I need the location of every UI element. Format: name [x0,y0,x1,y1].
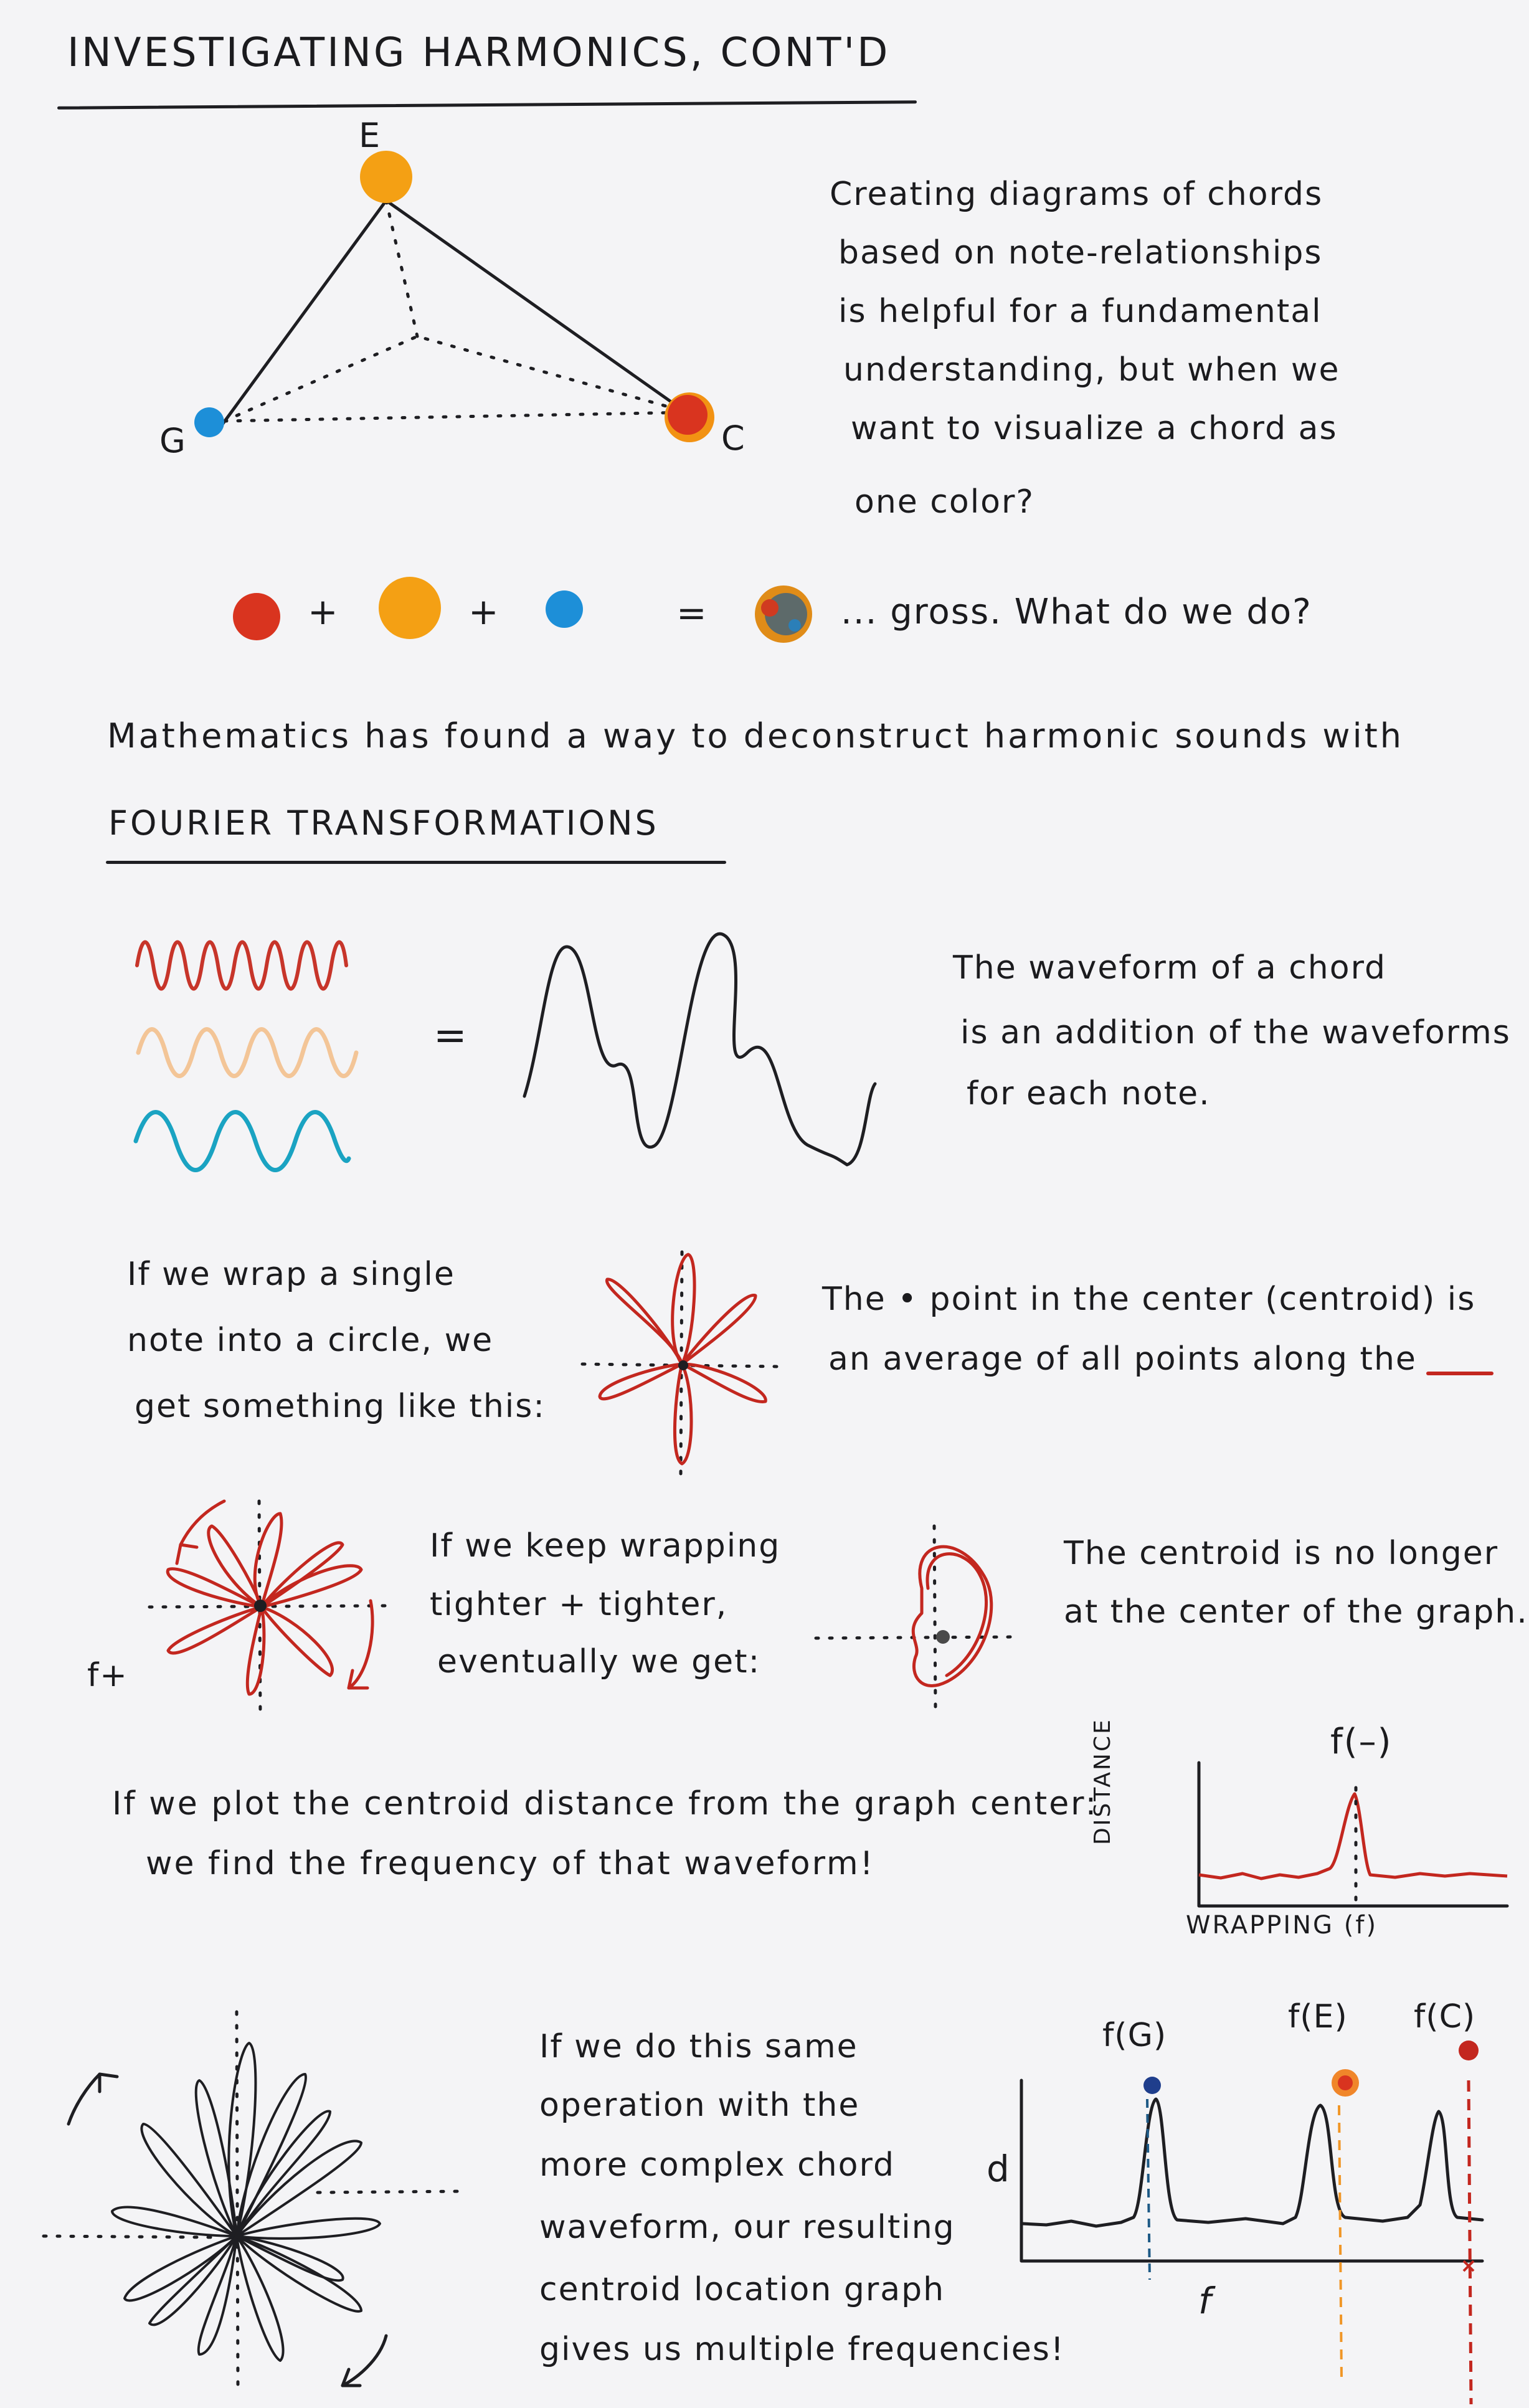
note-g-dot [194,407,224,437]
peak-label-c: f(C) [1414,1998,1476,2036]
note-g-label: G [159,421,187,460]
color-mixing-row [233,577,812,643]
page-title: INVESTIGATING HARMONICS, CONT'D [67,30,891,76]
fourier-heading: FOURIER TRANSFORMATIONS [108,803,659,843]
multi-distance-curve [1021,2097,1484,2228]
waveform-line: for each note. [967,1075,1211,1112]
complex-chord-flower [42,2010,469,2387]
intro-line: one color? [854,483,1034,521]
pale-wave [136,1027,359,1078]
single-note-flower [580,1250,780,1479]
cardioid-shape [814,1524,1017,1709]
plus-sign: + [308,590,339,633]
peak-label-g: f(G) [1102,2017,1167,2054]
waveforms-figure [133,932,877,1172]
math-intro-line: Mathematics has found a way to deconstru… [107,716,1404,756]
waveform-line: is an addition of the waveforms [960,1014,1511,1051]
chord-wave [523,932,877,1167]
note-e-label: E [359,116,382,155]
note-e-dot [360,151,412,203]
plot-line: If we plot the centroid distance from th… [112,1785,1099,1823]
gross-caption: ... gross. What do we do? [841,592,1312,632]
peak-label: f(–) [1330,1722,1393,1762]
centroid-line: The • point in the center (centroid) is [822,1281,1476,1318]
final-line: operation with the [539,2087,860,2124]
final-line: gives us multiple frequencies! [539,2331,1065,2368]
peak-label-e: f(E) [1288,1998,1348,2036]
red-wave [135,940,348,991]
intro-line: Creating diagrams of chords [830,176,1323,213]
wrapping-axis-label: WRAPPING (f) [1186,1911,1378,1940]
centroid-line: an average of all points along the [828,1340,1417,1378]
single-frequency-graph [1197,1761,1509,1908]
blue-dot [546,590,583,628]
waveform-line: The waveform of a chord [953,949,1387,987]
orange-dot [379,577,441,639]
keep-line: tighter + tighter, [430,1586,728,1623]
wrap-line: note into a circle, we [127,1322,494,1359]
red-line-swatch [1426,1372,1493,1375]
waves-equals-sign: = [433,1013,468,1059]
final-line: waveform, our resulting [539,2209,955,2246]
final-line: centroid location graph [539,2271,945,2308]
final-line: If we do this same [539,2028,858,2065]
f-axis-label: f [1198,2280,1213,2322]
tighter-wrap-flower [148,1499,388,1721]
intro-line: is helpful for a fundamental [838,293,1322,330]
wrap-line: get something like this: [135,1388,546,1425]
intro-line: want to visualize a chord as [851,410,1338,447]
keep-line: eventually we get: [437,1643,761,1680]
final-line: more complex chord [539,2146,895,2184]
teal-wave [133,1110,351,1172]
intro-line: based on note-relationships [838,234,1323,272]
c-peak-dot [1459,2041,1479,2060]
nolonger-line: at the center of the graph. [1064,1593,1528,1631]
distance-axis-label: DISTANCE [1090,1718,1115,1845]
keep-line: If we keep wrapping [430,1527,781,1565]
plus-sign: + [468,590,500,633]
intro-line: understanding, but when we [843,351,1340,389]
red-dot [233,593,280,640]
distance-curve [1198,1792,1508,1880]
fourier-underline [106,861,726,864]
g-peak-dot [1143,2077,1161,2094]
equals-sign: = [676,592,708,634]
multi-frequency-graph [1020,2041,1484,2405]
f-plus-label: f+ [87,1657,128,1694]
d-axis-label: d [987,2148,1011,2190]
wrap-line: If we wrap a single [127,1256,455,1293]
chord-triad-diagram [194,151,714,442]
nolonger-line: The centroid is no longer [1064,1535,1499,1572]
plot-line: we find the frequency of that waveform! [146,1845,875,1882]
note-c-label: C [721,419,746,458]
